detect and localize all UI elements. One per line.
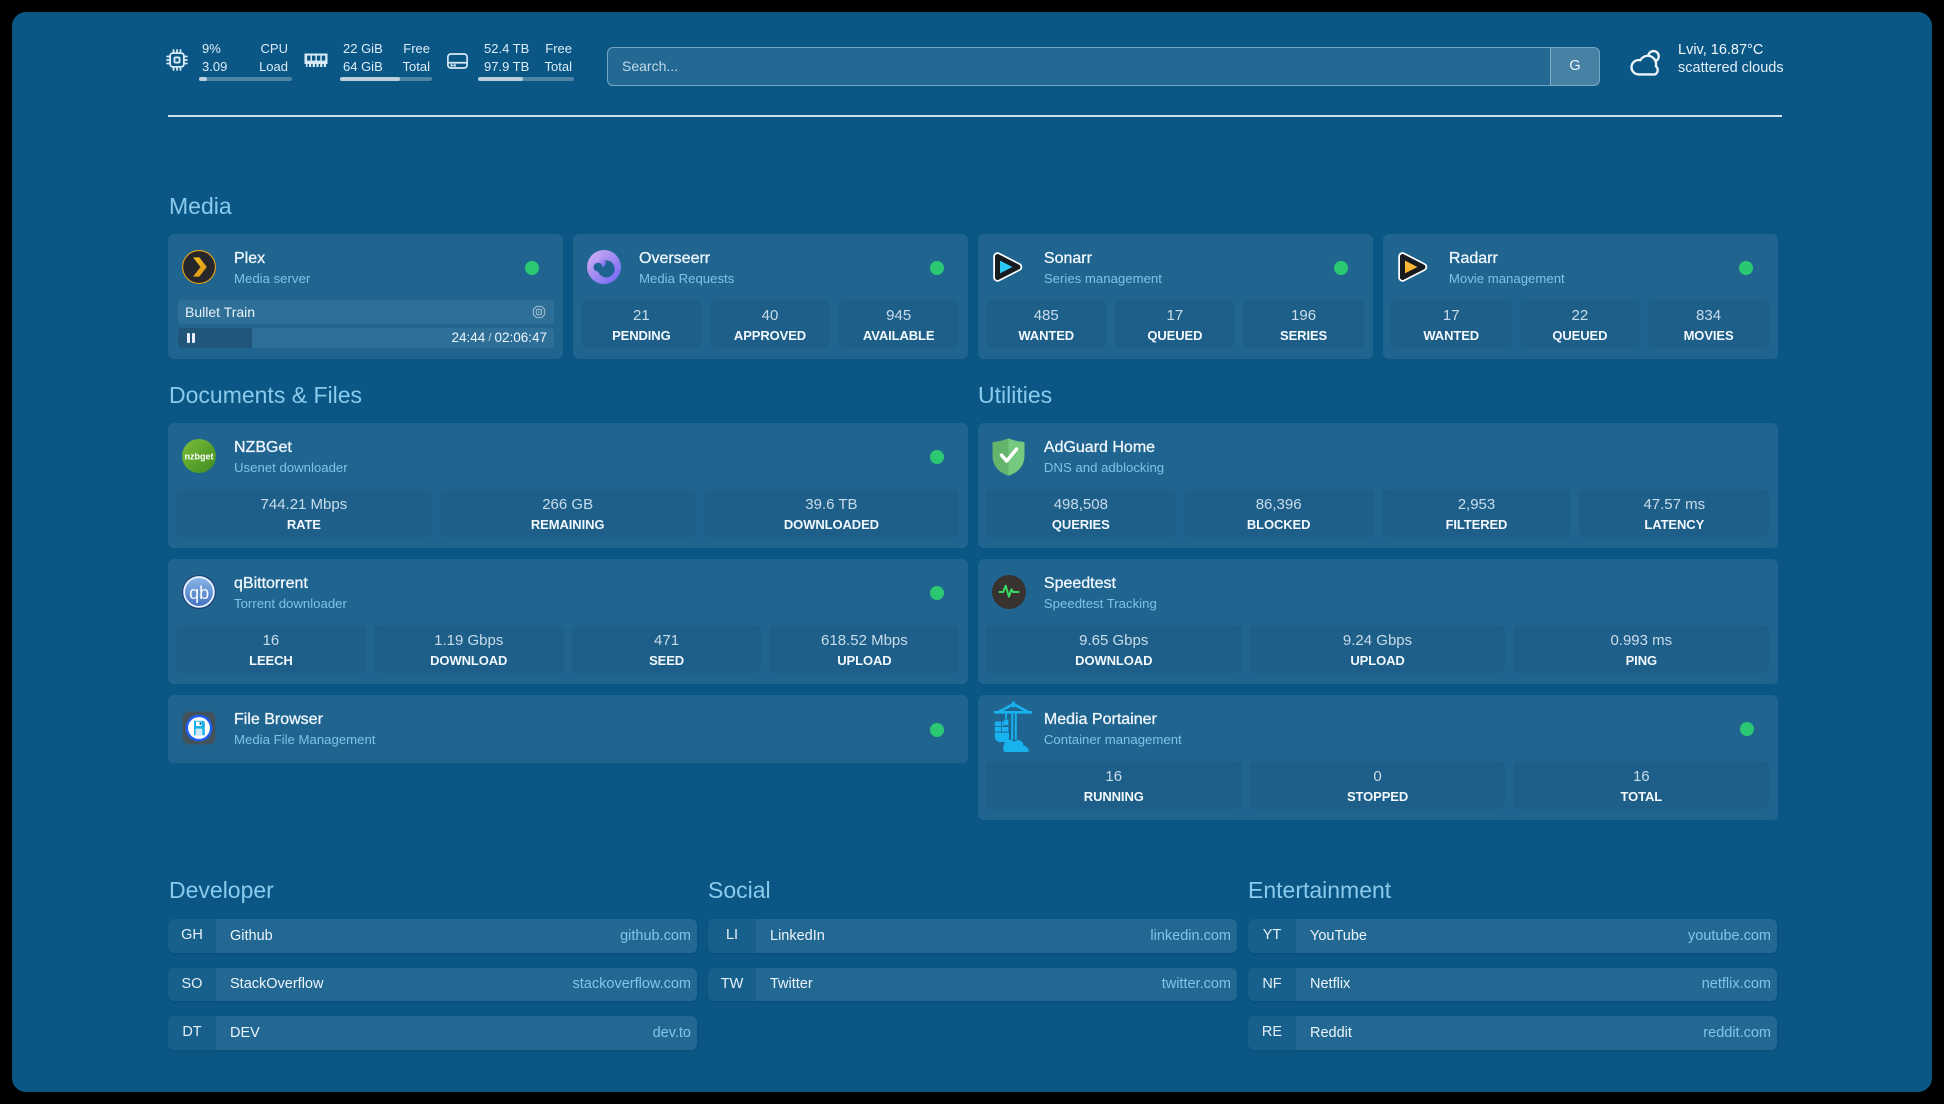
svg-text:nzbget: nzbget <box>185 451 214 461</box>
svg-text:qb: qb <box>189 583 209 603</box>
